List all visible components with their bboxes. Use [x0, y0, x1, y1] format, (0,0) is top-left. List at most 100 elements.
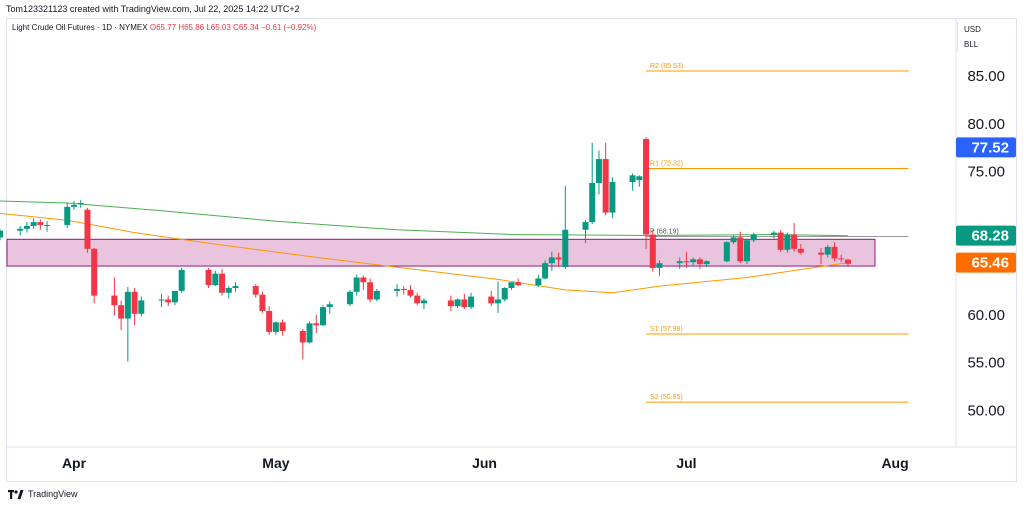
x-tick-label: Aug: [881, 455, 908, 471]
symbol-legend: Light Crude Oil Futures · 1D · NYMEX O65…: [12, 23, 316, 32]
candle-body: [394, 288, 401, 291]
candle-body: [23, 225, 30, 229]
candle-body: [562, 229, 569, 267]
y-tick-label: 85.00: [967, 68, 1005, 85]
candle-body: [831, 246, 838, 259]
candle-body: [791, 234, 798, 249]
candle-body: [744, 240, 750, 262]
candle-body: [225, 288, 232, 293]
price-tag-label: 68.28: [971, 228, 1009, 245]
candle-body: [703, 261, 710, 265]
footer-brand-label: TradingView: [28, 489, 78, 499]
candle-body: [676, 261, 683, 264]
candle-body: [266, 310, 273, 332]
candle-body: [750, 234, 757, 241]
candle-body: [548, 257, 555, 264]
candle-body: [643, 139, 650, 235]
candle-body: [259, 294, 266, 311]
candle-body: [824, 246, 831, 255]
candle-body: [30, 222, 37, 226]
y-tick-label: 80.00: [967, 116, 1005, 133]
candle-body: [111, 295, 118, 306]
pivot-label: S2 (50.85): [650, 394, 683, 401]
candle-body: [124, 291, 131, 319]
candle-body: [178, 269, 185, 291]
candle-body: [91, 248, 98, 296]
candle-body: [367, 282, 374, 300]
candle-body: [595, 159, 602, 183]
candle-body: [407, 289, 414, 296]
candle-body: [649, 234, 656, 268]
legend-open: O65.77: [149, 23, 177, 32]
candle-body: [602, 159, 609, 213]
candle-body: [508, 282, 515, 289]
candle-body: [252, 286, 259, 295]
footer-brand: TradingView: [8, 489, 78, 499]
candle-body: [797, 248, 804, 253]
candle-body: [515, 282, 522, 286]
candle-body: [770, 232, 777, 235]
candle-body: [279, 322, 286, 331]
highlight-zone: [6, 238, 876, 267]
unit-tag: BLL: [964, 40, 979, 49]
price-tag: [956, 252, 1016, 273]
candle-body: [454, 299, 461, 307]
chart-header: Tom123321123 created with TradingView.co…: [6, 4, 300, 14]
candle-body: [232, 286, 239, 289]
candle-body: [629, 175, 636, 183]
candle-body: [219, 273, 226, 293]
moving-average-green-line: [0, 200, 849, 237]
candle-body: [17, 228, 24, 231]
pivot-label: S1 (57.98): [650, 326, 683, 333]
price-tag-label: 77.52: [971, 139, 1009, 156]
x-tick-label: Jul: [676, 455, 696, 471]
price-tag: [956, 137, 1016, 158]
candle-body: [777, 232, 784, 250]
candle-body: [158, 299, 165, 301]
candle-body: [494, 299, 501, 304]
legend-change: −0.61 (−0.92%): [261, 23, 317, 32]
candle-body: [272, 322, 279, 332]
y-tick-label: 50.00: [967, 402, 1005, 419]
moving-average-orange-line: [0, 212, 849, 294]
candle-body: [461, 299, 468, 308]
candle-body: [582, 222, 589, 230]
candle-body: [0, 230, 3, 238]
candle-body: [320, 307, 327, 326]
candle-body: [165, 299, 172, 303]
candle-body: [420, 300, 427, 304]
candle-body: [138, 300, 145, 314]
candle-body: [636, 176, 643, 181]
candle-body: [326, 304, 333, 308]
candle-body: [131, 291, 138, 314]
candle-body: [400, 288, 407, 290]
candle-body: [71, 204, 77, 207]
x-tick-label: May: [262, 455, 289, 471]
currency-tag: USD: [964, 25, 981, 34]
axis-unit-tags: USD BLL: [957, 22, 1016, 52]
pivot-label: P (68.19): [650, 229, 679, 236]
candle-body: [501, 288, 508, 300]
candle-body: [306, 323, 313, 343]
candle-body: [37, 222, 44, 225]
x-tick-label: Apr: [62, 455, 87, 471]
candle-body: [838, 258, 845, 260]
candle-body: [555, 257, 562, 260]
candle-body: [589, 182, 596, 223]
candle-body: [313, 323, 320, 326]
candle-body: [205, 269, 212, 286]
candle-body: [118, 305, 125, 319]
price-tag-label: 65.46: [971, 255, 1009, 272]
candle-body: [542, 263, 549, 279]
pivot-label: R1 (75.32): [650, 160, 683, 167]
candle-body: [84, 209, 91, 249]
candle-body: [373, 290, 380, 300]
candle-body: [730, 237, 737, 243]
candle-body: [818, 252, 825, 255]
candle-body: [468, 296, 475, 308]
legend-low: L65.03: [206, 23, 231, 32]
pivot-label: R2 (85.53): [650, 63, 683, 70]
candle-body: [44, 224, 51, 226]
candle-body: [353, 277, 360, 292]
